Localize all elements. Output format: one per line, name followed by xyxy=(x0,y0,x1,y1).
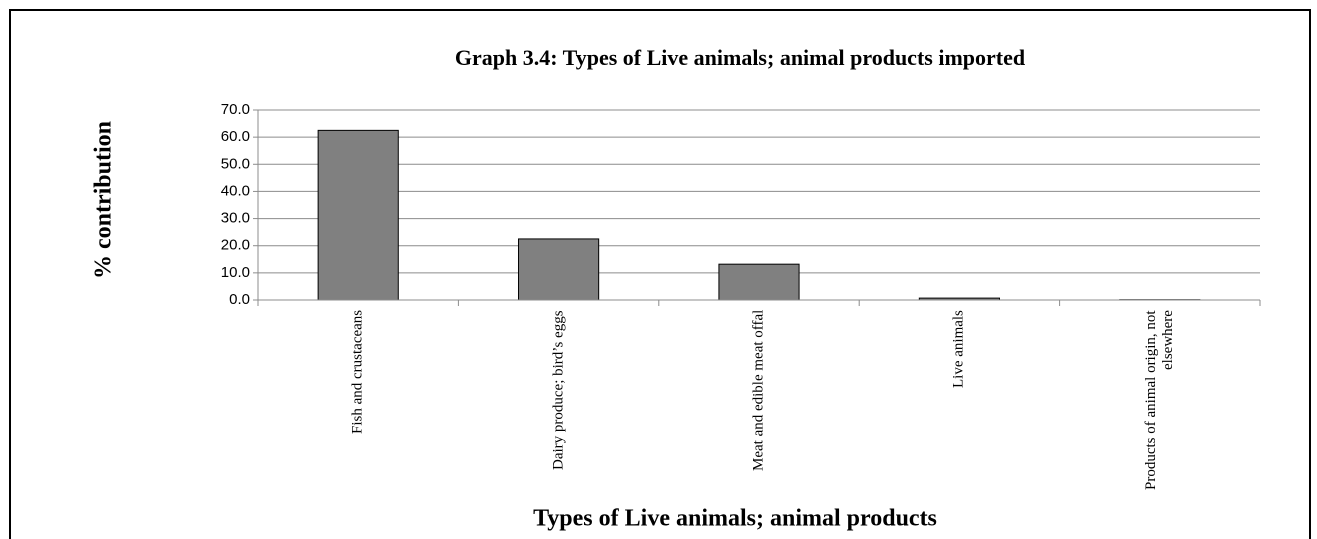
x-tick-label: Live animals xyxy=(950,310,967,388)
x-axis-label: Types of Live animals; animal products xyxy=(533,506,937,532)
x-tick-label: Products of animal origin, not elsewhere xyxy=(1142,310,1176,490)
x-tick-label: Dairy produce; bird’s eggs xyxy=(550,310,567,470)
y-tick-label: 30.0 xyxy=(221,210,250,227)
frame xyxy=(9,9,1311,539)
y-tick-label: 70.0 xyxy=(221,101,250,118)
y-tick-label: 10.0 xyxy=(221,264,250,281)
y-tick-label: 40.0 xyxy=(221,182,250,199)
x-tick-label: Fish and crustaceans xyxy=(349,310,366,435)
bar xyxy=(317,129,399,301)
y-tick-label: 60.0 xyxy=(221,128,250,145)
bar xyxy=(518,238,600,301)
chart-title: Graph 3.4: Types of Live animals; animal… xyxy=(455,45,1025,70)
x-tick-label: Meat and edible meat offal xyxy=(750,310,767,472)
y-tick-label: 0.0 xyxy=(229,291,250,308)
bar xyxy=(718,263,800,301)
y-tick-label: 50.0 xyxy=(221,155,250,172)
y-tick-label: 20.0 xyxy=(221,237,250,254)
y-axis-label: % contribution xyxy=(91,121,117,279)
